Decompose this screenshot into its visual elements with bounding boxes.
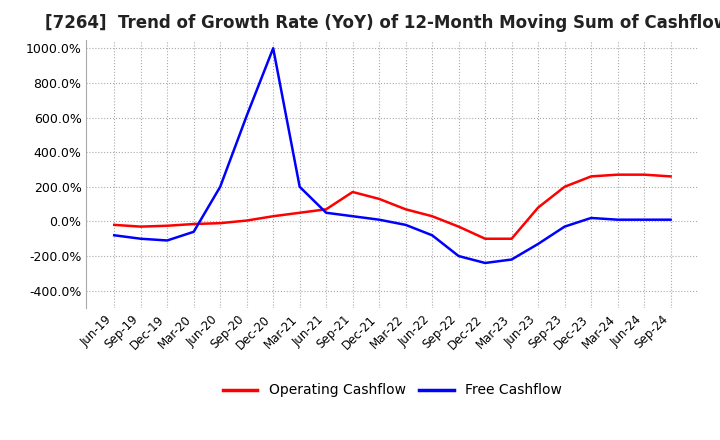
Free Cashflow: [401, 222, 410, 227]
Free Cashflow: [508, 257, 516, 262]
Operating Cashflow: [243, 218, 251, 223]
Free Cashflow: [243, 113, 251, 118]
Free Cashflow: [136, 236, 145, 242]
Free Cashflow: [613, 217, 622, 222]
Operating Cashflow: [163, 223, 171, 228]
Operating Cashflow: [666, 174, 675, 179]
Free Cashflow: [348, 213, 357, 219]
Line: Operating Cashflow: Operating Cashflow: [114, 175, 670, 239]
Operating Cashflow: [640, 172, 649, 177]
Free Cashflow: [640, 217, 649, 222]
Free Cashflow: [189, 229, 198, 235]
Line: Free Cashflow: Free Cashflow: [114, 48, 670, 263]
Operating Cashflow: [375, 196, 384, 202]
Free Cashflow: [163, 238, 171, 243]
Free Cashflow: [587, 215, 595, 220]
Operating Cashflow: [454, 224, 463, 229]
Operating Cashflow: [534, 205, 542, 210]
Operating Cashflow: [136, 224, 145, 229]
Title: [7264]  Trend of Growth Rate (YoY) of 12-Month Moving Sum of Cashflows: [7264] Trend of Growth Rate (YoY) of 12-…: [45, 15, 720, 33]
Operating Cashflow: [428, 213, 436, 219]
Legend: Operating Cashflow, Free Cashflow: Operating Cashflow, Free Cashflow: [217, 378, 567, 403]
Operating Cashflow: [216, 220, 225, 226]
Operating Cashflow: [269, 213, 277, 219]
Operating Cashflow: [348, 189, 357, 194]
Operating Cashflow: [481, 236, 490, 242]
Free Cashflow: [216, 184, 225, 190]
Free Cashflow: [375, 217, 384, 222]
Operating Cashflow: [508, 236, 516, 242]
Operating Cashflow: [587, 174, 595, 179]
Free Cashflow: [454, 253, 463, 259]
Operating Cashflow: [189, 221, 198, 227]
Operating Cashflow: [322, 207, 330, 212]
Free Cashflow: [481, 260, 490, 266]
Operating Cashflow: [401, 207, 410, 212]
Free Cashflow: [534, 241, 542, 246]
Operating Cashflow: [110, 222, 119, 227]
Free Cashflow: [428, 233, 436, 238]
Operating Cashflow: [295, 210, 304, 216]
Free Cashflow: [322, 210, 330, 216]
Free Cashflow: [110, 233, 119, 238]
Free Cashflow: [269, 46, 277, 51]
Free Cashflow: [295, 184, 304, 190]
Free Cashflow: [666, 217, 675, 222]
Operating Cashflow: [560, 184, 569, 190]
Operating Cashflow: [613, 172, 622, 177]
Free Cashflow: [560, 224, 569, 229]
